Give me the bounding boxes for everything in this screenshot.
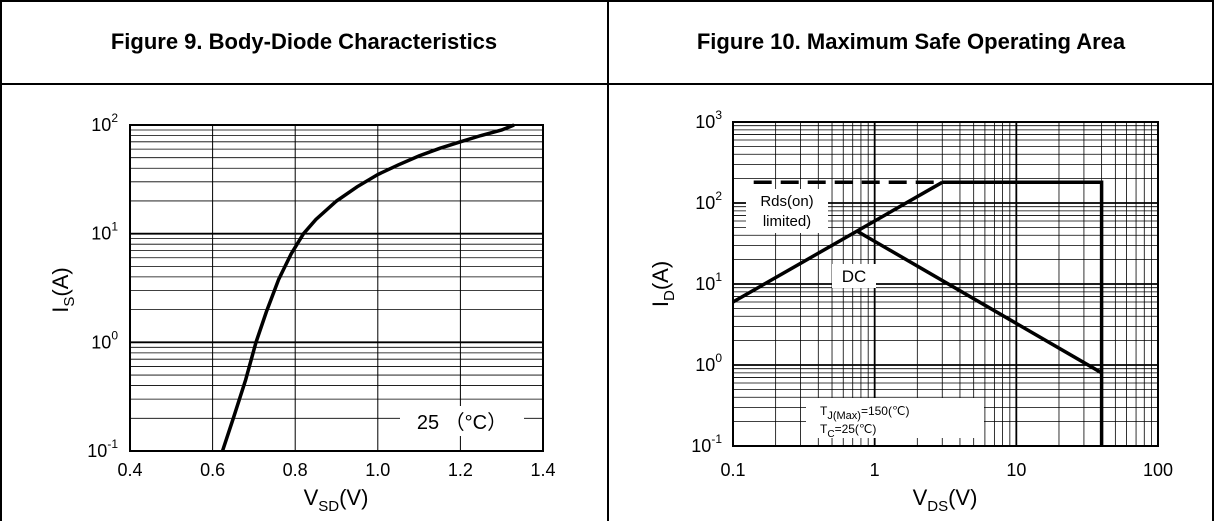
chart1-x-axis-sub: SD <box>318 498 339 515</box>
body-diode-chart: 25 （°C） 0.4 0.6 0.8 1.0 1.2 1.4 10-1 100 101 102… <box>48 111 556 515</box>
chart1-minor-grid <box>129 125 544 451</box>
safe-operating-area-chart: Rds(on) limited) DC TJ(Max)=150(℃) TC=25… <box>648 108 1173 515</box>
chart2-x-axis-tail: (V) <box>948 485 977 510</box>
chart2-y-tick-labels: 10-1 100 101 102 103 <box>691 108 722 456</box>
chart2-y-tick-label: 100 <box>695 351 722 375</box>
tj-sub: J(Max) <box>827 410 861 422</box>
temp-conditions-box <box>806 398 984 438</box>
tc-main: T <box>820 422 828 436</box>
chart1-y-tick-label: 10-1 <box>87 437 118 461</box>
chart2-series <box>732 180 1104 446</box>
chart2-x-tick-label: 1 <box>870 460 880 480</box>
chart1-major-grid <box>130 124 543 452</box>
dc-label: DC <box>842 267 867 286</box>
chart2-minor-grid <box>733 122 1158 446</box>
chart1-y-tick-label: 102 <box>91 111 118 135</box>
rds-label-line2: limited) <box>763 213 811 230</box>
figure-10-title: Figure 10. Maximum Safe Operating Area <box>696 29 1126 54</box>
temperature-label: 25 （°C） <box>417 411 507 434</box>
chart2-y-axis-sub: D <box>661 290 678 301</box>
soa-line-4 <box>856 229 1103 375</box>
chart1-x-tick-label: 0.4 <box>117 460 142 480</box>
chart1-x-tick-label: 0.6 <box>200 460 225 480</box>
chart1-x-axis-main: V <box>304 485 319 510</box>
body-diode-curve <box>220 123 515 452</box>
tc-label: TC=25(℃) <box>820 422 876 440</box>
chart2-y-axis-main: I <box>648 301 673 307</box>
chart1-x-tick-label: 1.4 <box>530 460 555 480</box>
chart2-y-axis-tail: (A) <box>648 261 673 290</box>
temperature-label-box <box>400 406 524 436</box>
chart1-y-axis-main: I <box>48 307 73 313</box>
chart1-y-axis-sub: S <box>61 297 78 307</box>
chart2-x-tick-label: 0.1 <box>720 460 745 480</box>
tj-label: TJ(Max)=150(℃) <box>820 404 909 422</box>
chart1-plot-border <box>129 124 544 452</box>
dc-label-box <box>832 264 876 288</box>
chart2-y-tick-label: 101 <box>695 270 722 294</box>
soa-line-3 <box>942 180 1104 446</box>
chart1-x-tick-label: 1.2 <box>448 460 473 480</box>
chart1-y-tick-labels: 10-1 100 101 102 <box>87 111 118 461</box>
rds-label-box <box>746 189 828 233</box>
chart2-x-tick-label: 100 <box>1143 460 1173 480</box>
chart2-x-axis-sub: DS <box>927 498 948 515</box>
chart2-x-tick-labels: 0.1 1 10 100 <box>720 460 1173 480</box>
chart2-x-axis-main: V <box>913 485 928 510</box>
tj-tail: =150(℃) <box>861 404 910 418</box>
chart1-y-tick-label: 100 <box>91 328 118 352</box>
chart1-x-axis-tail: (V) <box>339 485 368 510</box>
chart2-y-tick-label: 10-1 <box>691 432 722 456</box>
chart2-plot-border <box>732 121 1159 447</box>
chart2-x-tick-label: 10 <box>1006 460 1026 480</box>
chart2-x-axis-label: VDS(V) <box>913 485 978 515</box>
chart1-x-tick-labels: 0.4 0.6 0.8 1.0 1.2 1.4 <box>117 460 555 480</box>
rds-label-line1: Rds(on) <box>760 193 813 210</box>
soa-line-2 <box>732 180 944 304</box>
chart1-y-tick-label: 101 <box>91 220 118 244</box>
chart2-y-tick-label: 102 <box>695 189 722 213</box>
chart2-y-axis-label: ID(A) <box>648 261 678 307</box>
chart1-x-tick-label: 1.0 <box>365 460 390 480</box>
chart1-x-axis-label: VSD(V) <box>304 485 369 515</box>
chart1-y-axis-tail: (A) <box>48 267 73 296</box>
figure-9-title: Figure 9. Body-Diode Characteristics <box>110 29 498 54</box>
chart1-x-tick-label: 0.8 <box>283 460 308 480</box>
tc-sub: C <box>827 429 834 440</box>
tj-main: T <box>820 404 828 418</box>
chart1-y-axis-label: IS(A) <box>48 267 78 312</box>
tc-tail: =25(℃) <box>835 422 877 436</box>
chart2-y-tick-label: 103 <box>695 108 722 132</box>
